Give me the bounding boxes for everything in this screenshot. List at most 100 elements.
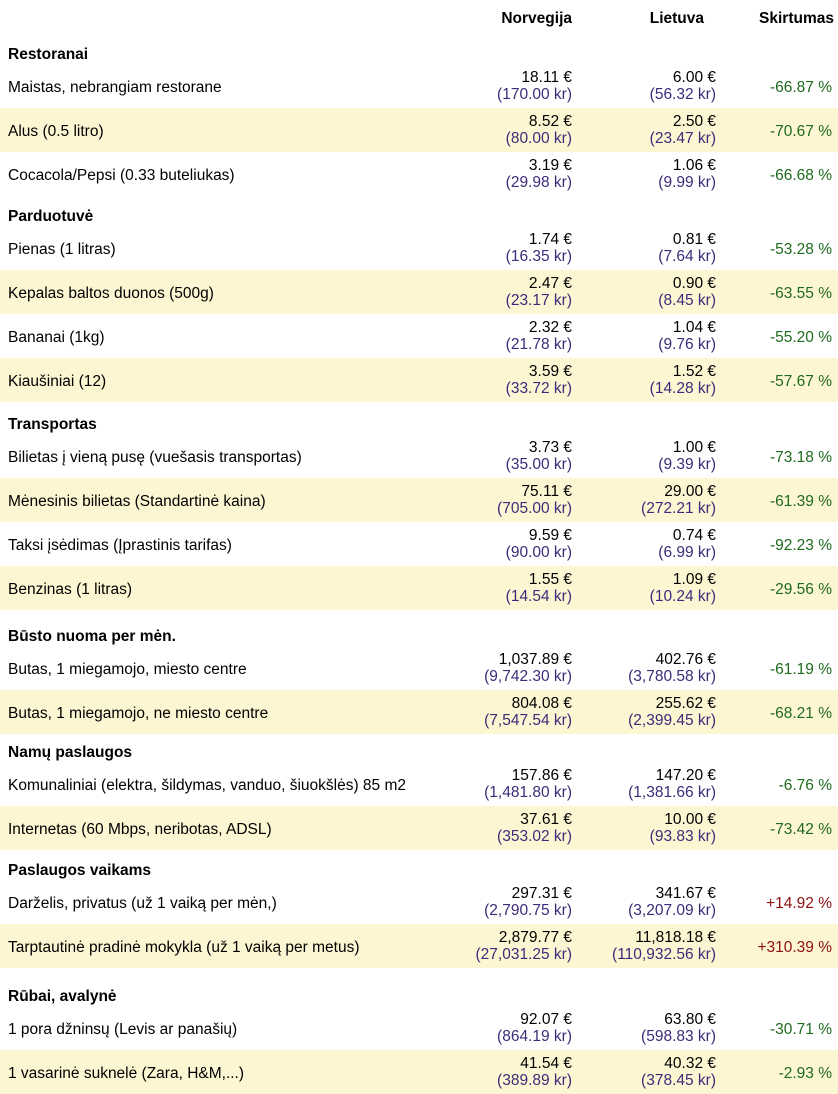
norway-price-eur: 2,879.77 €: [498, 929, 572, 946]
lithuania-price-nok: (14.28 kr): [649, 380, 716, 397]
norway-price-eur: 9.59 €: [528, 527, 572, 544]
norway-price-eur: 37.61 €: [520, 811, 572, 828]
header-difference: Skirtumas: [759, 10, 834, 27]
item-label: Mėnesinis bilietas (Standartinė kaina): [0, 478, 440, 522]
difference-value: -53.28 %: [769, 241, 832, 258]
item-label: Butas, 1 miegamojo, ne miesto centre: [0, 690, 440, 734]
item-label: Butas, 1 miegamojo, miesto centre: [8, 661, 247, 678]
lithuania-price-eur: 147.20 €: [655, 767, 716, 784]
table-row: Bananai (1kg) 2.32 € (21.78 kr) 1.04 € (9.76…: [0, 314, 838, 358]
item-label: Internetas (60 Mbps, neribotas, ADSL): [0, 806, 440, 850]
norway-price-nok: (7,547.54 kr): [484, 712, 572, 729]
norway-price-eur: 75.11 €: [521, 483, 572, 500]
norway-price-cell: 92.07 € (864.19 kr): [440, 1006, 578, 1050]
lithuania-price-nok: (9.99 kr): [658, 174, 716, 191]
norway-price-cell: 1.74 € (16.35 kr): [440, 226, 578, 270]
table-row: Mėnesinis bilietas (Standartinė kaina) 75…: [0, 478, 838, 522]
norway-price-eur: 804.08 €: [511, 695, 572, 712]
norway-price-nok: (90.00 kr): [505, 544, 572, 561]
category-title: Būsto nuoma per mėn.: [8, 628, 176, 645]
table-row: Pienas (1 litras) 1.74 € (16.35 kr) 0.81 €(…: [0, 226, 838, 270]
lithuania-price-cell: 147.20 € (1,381.66 kr): [578, 762, 720, 806]
table-row: Tarptautinė pradinė mokykla (už 1 vaiką …: [0, 924, 838, 968]
lithuania-price-nok: (10.24 kr): [649, 588, 716, 605]
table-body: Restoranai Maistas, nebrangiam restorane 1…: [0, 38, 838, 1094]
lithuania-price-cell: 341.67 € (3,207.09 kr): [578, 880, 720, 924]
lithuania-price-nok: (8.45 kr): [658, 292, 716, 309]
norway-price-cell: 37.61 € (353.02 kr): [440, 806, 578, 850]
lithuania-price-cell: 0.81 € (7.64 kr): [578, 226, 720, 270]
category-row: Transportas: [0, 402, 838, 434]
norway-price-cell: 3.73 € (35.00 kr): [440, 434, 578, 478]
difference-value: -92.23 %: [769, 537, 832, 554]
norway-price-cell: 9.59 € (90.00 kr): [440, 522, 578, 566]
norway-price-eur: 2.32 €: [528, 319, 572, 336]
norway-price-nok: (864.19 kr): [497, 1028, 572, 1045]
norway-price-cell: 41.54 € (389.89 kr): [440, 1050, 578, 1094]
lithuania-price-nok: (6.99 kr): [658, 544, 716, 561]
category-title: Namų paslaugos: [8, 744, 133, 761]
norway-price-eur: 2.47 €: [528, 275, 572, 292]
lithuania-price-eur: 0.90 €: [672, 275, 716, 292]
table-row: Kepalas baltos duonos (500g) 2.47 € (23.17…: [0, 270, 838, 314]
difference-value: -57.67 %: [720, 358, 838, 402]
lithuania-price-nok: (9.76 kr): [658, 336, 716, 353]
lithuania-price-nok: (272.21 kr): [641, 500, 716, 517]
lithuania-price-nok: (93.83 kr): [649, 828, 716, 845]
lithuania-price-eur: 402.76 €: [655, 651, 716, 668]
item-label: Darželis, privatus (už 1 vaiką per mėn,): [8, 895, 277, 912]
table-row: 1 vasarinė suknelė (Zara, H&M,...) 41.54 …: [0, 1050, 838, 1094]
table-row: Butas, 1 miegamojo, miesto centre 1,037.8…: [0, 646, 838, 690]
lithuania-price-eur: 6.00 €: [672, 69, 716, 86]
norway-price-cell: 3.59 € (33.72 kr): [440, 358, 578, 402]
lithuania-price-eur: 0.81 €: [672, 231, 716, 248]
item-label: Cocacola/Pepsi (0.33 buteliukas): [8, 167, 235, 184]
header-empty: [0, 0, 440, 38]
table-row: Alus (0.5 litro) 8.52 € (80.00 kr) 2.50 € (2…: [0, 108, 838, 152]
difference-value: -61.39 %: [720, 478, 838, 522]
lithuania-price-cell: 0.90 € (8.45 kr): [578, 270, 720, 314]
item-label: Alus (0.5 litro): [0, 108, 440, 152]
difference-value: -61.19 %: [769, 661, 832, 678]
lithuania-price-cell: 6.00 € (56.32 kr): [578, 64, 720, 108]
norway-price-eur: 3.73 €: [528, 439, 572, 456]
difference-value: -63.55 %: [720, 270, 838, 314]
lithuania-price-cell: 10.00 € (93.83 kr): [578, 806, 720, 850]
category-row: Namų paslaugos: [0, 734, 838, 762]
lithuania-price-nok: (56.32 kr): [649, 86, 716, 103]
lithuania-price-cell: 1.04 € (9.76 kr): [578, 314, 720, 358]
norway-price-eur: 1,037.89 €: [498, 651, 572, 668]
lithuania-price-eur: 29.00 €: [664, 483, 716, 500]
norway-price-nok: (80.00 kr): [505, 130, 572, 147]
lithuania-price-eur: 1.00 €: [672, 439, 716, 456]
norway-price-eur: 41.54 €: [520, 1055, 572, 1072]
item-label: Bilietas į vieną pusę (vuešasis transpor…: [8, 449, 302, 466]
norway-price-nok: (353.02 kr): [497, 828, 572, 845]
table-row: Internetas (60 Mbps, neribotas, ADSL) 37.…: [0, 806, 838, 850]
lithuania-price-cell: 1.52 € (14.28 kr): [578, 358, 720, 402]
norway-price-cell: 1,037.89 € (9,742.30 kr): [440, 646, 578, 690]
lithuania-price-eur: 255.62 €: [655, 695, 716, 712]
lithuania-price-eur: 10.00 €: [664, 811, 716, 828]
lithuania-price-cell: 0.74 € (6.99 kr): [578, 522, 720, 566]
lithuania-price-nok: (3,780.58 kr): [628, 668, 716, 685]
lithuania-price-eur: 2.50 €: [672, 113, 716, 130]
norway-price-nok: (170.00 kr): [497, 86, 572, 103]
lithuania-price-cell: 1.00 € (9.39 kr): [578, 434, 720, 478]
lithuania-price-cell: 63.80 € (598.83 kr): [578, 1006, 720, 1050]
lithuania-price-eur: 0.74 €: [672, 527, 716, 544]
lithuania-price-eur: 1.09 €: [672, 571, 716, 588]
item-label: Komunaliniai (elektra, šildymas, vanduo,…: [8, 777, 407, 794]
lithuania-price-cell: 1.06 € (9.99 kr): [578, 152, 720, 196]
norway-price-eur: 92.07 €: [520, 1011, 572, 1028]
item-label: Pienas (1 litras): [8, 241, 116, 258]
norway-price-cell: 157.86 € (1,481.80 kr): [440, 762, 578, 806]
norway-price-nok: (1,481.80 kr): [484, 784, 572, 801]
norway-price-cell: 18.11 € (170.00 kr): [440, 64, 578, 108]
norway-price-nok: (23.17 kr): [505, 292, 572, 309]
lithuania-price-nok: (110,932.56 kr): [612, 946, 716, 963]
lithuania-price-cell: 29.00 € (272.21 kr): [578, 478, 720, 522]
norway-price-nok: (27,031.25 kr): [475, 946, 573, 963]
lithuania-price-cell: 11,818.18 € (110,932.56 kr): [578, 924, 720, 968]
category-title: Restoranai: [8, 46, 89, 63]
